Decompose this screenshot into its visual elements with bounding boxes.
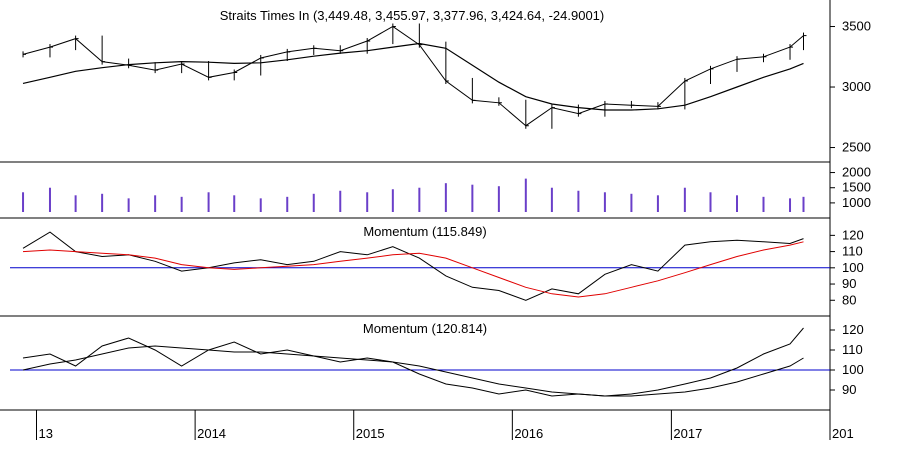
- y-tick-label-0-1: 3000: [842, 79, 871, 94]
- x-tick-label-0: 13: [39, 426, 53, 441]
- x-tick-label-2: 2015: [356, 426, 385, 441]
- momentum-3-series-1: [22, 345, 804, 397]
- momentum-3-series-0: [22, 327, 804, 397]
- momentum-2-series-1: [22, 241, 804, 298]
- y-tick-label-1-1: 1500: [842, 180, 871, 195]
- y-tick-label-3-2: 110: [842, 342, 863, 357]
- price-close-line: [22, 25, 804, 127]
- price-panel-title: Straits Times In (3,449.48, 3,455.97, 3,…: [220, 8, 604, 23]
- momentum-1-title: Momentum (115.849): [363, 224, 486, 239]
- y-tick-label-0-0: 2500: [842, 140, 871, 155]
- y-tick-label-1-2: 2000: [842, 165, 871, 180]
- y-tick-label-3-3: 120: [842, 322, 864, 337]
- price-moving-average: [22, 42, 804, 111]
- y-tick-label-2-4: 120: [842, 227, 864, 242]
- y-tick-label-2-2: 100: [842, 260, 864, 275]
- y-tick-label-2-3: 110: [842, 244, 863, 259]
- chart-marks: [10, 23, 830, 397]
- momentum-2-title: Momentum (120.814): [363, 321, 487, 336]
- momentum-2-series-0: [22, 231, 804, 301]
- x-tick-label-4: 2017: [673, 426, 702, 441]
- x-tick-label-5: 201: [832, 426, 854, 441]
- panel-frames: [0, 0, 835, 440]
- x-tick-label-1: 2014: [197, 426, 226, 441]
- x-tick-label-3: 2016: [514, 426, 543, 441]
- y-tick-label-1-0: 1000: [842, 195, 871, 210]
- chart-labels: Straits Times In (3,449.48, 3,455.97, 3,…: [39, 8, 871, 441]
- y-tick-label-2-0: 80: [842, 292, 856, 307]
- y-tick-label-0-2: 3500: [842, 19, 871, 34]
- y-tick-label-3-0: 90: [842, 382, 856, 397]
- y-tick-label-2-1: 90: [842, 276, 856, 291]
- y-tick-label-3-1: 100: [842, 362, 864, 377]
